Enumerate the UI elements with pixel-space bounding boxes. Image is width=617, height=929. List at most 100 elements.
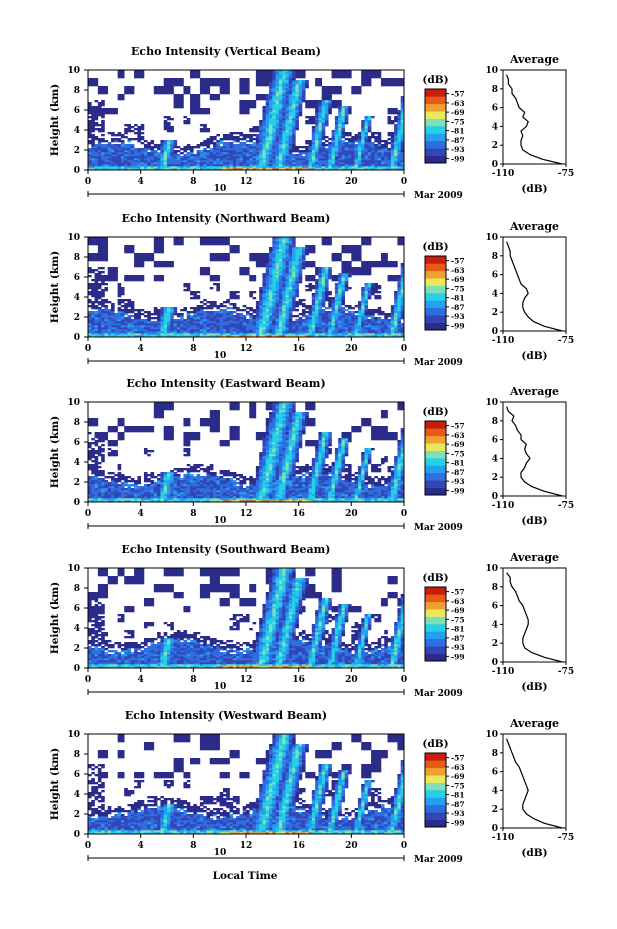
heatmap-cell bbox=[140, 331, 145, 334]
heatmap-cell bbox=[285, 327, 290, 330]
heatmap-cell bbox=[163, 150, 168, 153]
heatmap-cell bbox=[272, 114, 276, 117]
heatmap-cell bbox=[157, 247, 161, 250]
heatmap-cell bbox=[183, 162, 188, 165]
heatmap-cell bbox=[278, 104, 283, 107]
heatmap-cell bbox=[288, 243, 293, 246]
heatmap-cell bbox=[117, 138, 122, 141]
heatmap-cell bbox=[282, 315, 286, 318]
heatmap-cell bbox=[239, 144, 244, 147]
heatmap-cell bbox=[361, 84, 365, 87]
heatmap-cell bbox=[321, 108, 326, 111]
heatmap-cell bbox=[163, 335, 168, 338]
heatmap-cell bbox=[206, 325, 211, 328]
heatmap-cell bbox=[111, 150, 115, 153]
heatmap-cell bbox=[94, 160, 99, 163]
heatmap-cell bbox=[101, 255, 105, 258]
heatmap-cell bbox=[390, 80, 395, 83]
heatmap-cell bbox=[219, 146, 224, 149]
heatmap-cell bbox=[242, 146, 247, 149]
heatmap-cell bbox=[160, 307, 165, 310]
heatmap-cell bbox=[213, 164, 217, 167]
heatmap-cell bbox=[239, 158, 244, 161]
heatmap-cell bbox=[242, 327, 247, 330]
heatmap-cell bbox=[236, 297, 240, 300]
heatmap-cell bbox=[255, 140, 260, 143]
heatmap-cell bbox=[97, 130, 102, 133]
heatmap-cell bbox=[338, 150, 342, 153]
heatmap-cell bbox=[325, 136, 329, 139]
heatmap-cell bbox=[91, 158, 95, 161]
heatmap-cell bbox=[180, 327, 184, 330]
heatmap-cell bbox=[120, 160, 125, 163]
heatmap-cell bbox=[88, 120, 92, 123]
heatmap-cell bbox=[196, 102, 201, 105]
heatmap-cell bbox=[334, 331, 339, 334]
heatmap-cell bbox=[199, 243, 204, 246]
heatmap-cell bbox=[325, 323, 329, 326]
heatmap-cell bbox=[295, 146, 299, 149]
heatmap-cell bbox=[114, 273, 118, 276]
heatmap-cell bbox=[364, 118, 369, 121]
heatmap-cell bbox=[111, 144, 115, 147]
heatmap-cell bbox=[272, 148, 276, 151]
heatmap-cell bbox=[371, 72, 375, 75]
heatmap-cell bbox=[301, 319, 306, 322]
heatmap-cell bbox=[367, 70, 372, 73]
heatmap-cell bbox=[137, 323, 141, 326]
heatmap-cell bbox=[186, 148, 191, 151]
heatmap-cell bbox=[222, 257, 227, 260]
heatmap-cell bbox=[308, 144, 313, 147]
heatmap-cell bbox=[163, 90, 168, 93]
heatmap-cell bbox=[203, 164, 207, 167]
heatmap-cell bbox=[292, 160, 296, 163]
heatmap-cell bbox=[331, 86, 336, 89]
heatmap-cell bbox=[88, 293, 92, 296]
heatmap-cell bbox=[305, 164, 309, 167]
x-tick-label: 20 bbox=[345, 177, 358, 187]
heatmap-cell bbox=[354, 92, 359, 95]
heatmap-cell bbox=[97, 138, 102, 141]
heatmap-cell bbox=[269, 168, 273, 171]
heatmap-cell bbox=[107, 148, 112, 151]
heatmap-cell bbox=[318, 301, 323, 304]
heatmap-cell bbox=[334, 102, 339, 105]
heatmap-cell bbox=[242, 335, 247, 338]
heatmap-cell bbox=[196, 166, 201, 169]
heatmap-cell bbox=[341, 120, 346, 123]
heatmap-cell bbox=[232, 297, 237, 300]
heatmap-cell bbox=[153, 247, 158, 250]
heatmap-cell bbox=[157, 317, 161, 320]
heatmap-cell bbox=[147, 166, 151, 169]
heatmap-cell bbox=[147, 148, 151, 151]
heatmap-cell bbox=[229, 329, 234, 332]
heatmap-cell bbox=[130, 311, 135, 314]
heatmap-cell bbox=[308, 287, 313, 290]
heatmap-cell bbox=[190, 94, 194, 97]
heatmap-cell bbox=[167, 321, 171, 324]
heatmap-cell bbox=[167, 78, 171, 81]
heatmap-cell bbox=[292, 247, 296, 250]
heatmap-cell bbox=[157, 329, 161, 332]
heatmap-cell bbox=[104, 156, 109, 159]
heatmap-cell bbox=[325, 160, 329, 163]
heatmap-cell bbox=[216, 331, 220, 334]
heatmap-cell bbox=[364, 122, 369, 125]
heatmap-cell bbox=[400, 132, 405, 135]
heatmap-cell bbox=[265, 118, 270, 121]
heatmap-cell bbox=[334, 70, 339, 73]
heatmap-cell bbox=[114, 164, 118, 167]
heatmap-cell bbox=[134, 257, 138, 260]
heatmap-cell bbox=[321, 92, 326, 95]
heatmap-cell bbox=[137, 74, 141, 77]
heatmap-cell bbox=[236, 251, 240, 254]
heatmap-cell bbox=[259, 78, 263, 81]
heatmap-cell bbox=[88, 84, 92, 87]
heatmap-cell bbox=[295, 86, 299, 89]
heatmap-cell bbox=[176, 168, 181, 171]
heatmap-cell bbox=[325, 319, 329, 322]
heatmap-cell bbox=[351, 150, 355, 153]
heatmap-cell bbox=[301, 162, 306, 165]
heatmap-cell bbox=[209, 140, 214, 143]
heatmap-cell bbox=[226, 259, 230, 262]
